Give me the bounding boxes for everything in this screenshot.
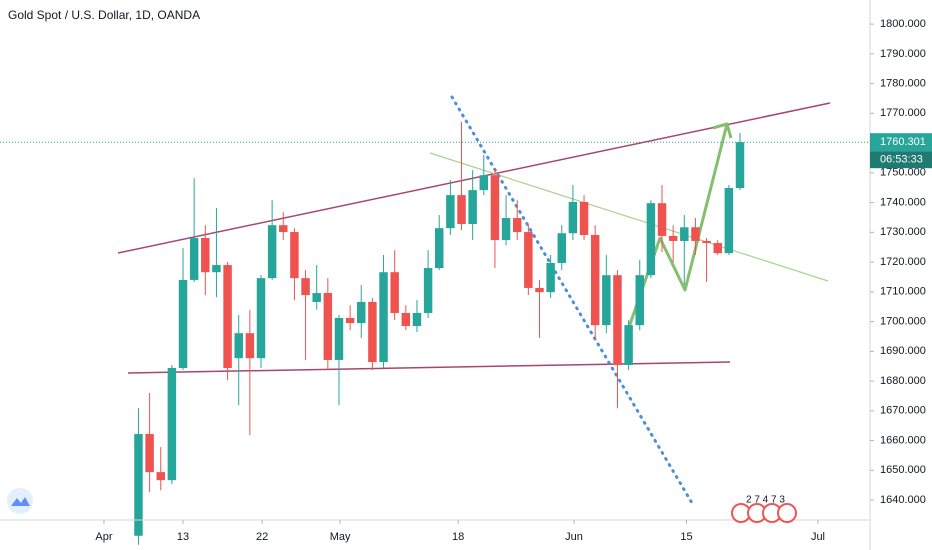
candle-body (312, 293, 321, 302)
badge: 2 7 4 7 3 (731, 495, 797, 523)
y-tick-label: 1700.000 (880, 315, 926, 327)
candle-body (535, 287, 544, 293)
countdown-box (870, 151, 932, 169)
projection-path (626, 123, 729, 331)
candle-body (145, 434, 154, 473)
candle-body (301, 278, 310, 296)
y-tick-label: 1780.000 (880, 77, 926, 89)
y-tick-label: 1790.000 (880, 48, 926, 60)
candle-body (680, 227, 689, 241)
candle-body (446, 195, 455, 229)
candle-body (334, 318, 344, 360)
projection-arrowhead (712, 122, 733, 139)
candle-body (256, 278, 266, 359)
candle-body (290, 232, 299, 279)
candle-body (468, 190, 477, 225)
candle-body (713, 243, 722, 254)
candle-body (323, 293, 333, 360)
x-tick-label: 13 (177, 531, 189, 543)
candle-body (546, 262, 555, 293)
candle-body (423, 268, 433, 313)
logo-shape (11, 497, 30, 506)
candle-body (390, 272, 399, 313)
y-tick-label: 1730.000 (880, 226, 926, 238)
candle-body (724, 188, 734, 254)
countdown-label: 06:53:33 (880, 154, 923, 166)
logo-circle (7, 488, 33, 514)
candle-body (602, 275, 611, 326)
last-price-label: 1760.301 (880, 136, 926, 148)
y-tick-label: 1680.000 (880, 375, 926, 387)
candle-body (635, 275, 644, 326)
candle-body (668, 235, 678, 241)
y-tick-label: 1740.000 (880, 196, 926, 208)
x-tick-label: Apr (95, 531, 112, 543)
x-tick-label: Jun (565, 531, 583, 543)
x-tick-label: Jul (811, 531, 825, 543)
badge-icon (777, 503, 797, 523)
candle-body (134, 434, 143, 536)
candle-body (646, 203, 656, 276)
drawings (117, 95, 831, 505)
candle-body (234, 333, 243, 359)
chart-title: Gold Spot / U.S. Dollar, 1D, OANDA (8, 8, 200, 22)
candle-body (579, 201, 589, 236)
candle-body (279, 225, 288, 233)
candle-body (267, 225, 277, 279)
candles (134, 121, 745, 545)
candle-body (735, 142, 745, 189)
candle-body (357, 301, 366, 324)
candle-body (345, 318, 355, 324)
candle-body (702, 240, 711, 244)
badge-text: 2 7 4 7 3 (746, 495, 785, 506)
candle-body (156, 472, 165, 481)
logo (7, 488, 33, 514)
candle-body (691, 227, 700, 241)
y-tick-label: 1750.000 (880, 167, 926, 179)
candle-body (590, 235, 600, 326)
y-tick-label: 1640.000 (880, 494, 926, 506)
candle-body (624, 325, 633, 366)
candle-body (501, 218, 511, 241)
candle-body (613, 275, 622, 366)
green-trend-line (429, 152, 829, 282)
y-tick-label: 1770.000 (880, 107, 926, 119)
last-price-box (870, 133, 932, 152)
candle-body (223, 265, 232, 368)
candle-body (167, 367, 177, 481)
candle-body (212, 265, 221, 273)
candle-body (189, 237, 199, 280)
candle-body (457, 195, 466, 225)
candle-body (490, 175, 500, 241)
y-tick-label: 1710.000 (880, 286, 926, 298)
candle-body (524, 232, 533, 288)
y-tick-label: 1670.000 (880, 405, 926, 417)
x-tick-label: 18 (452, 531, 464, 543)
candle-body (657, 203, 667, 236)
y-tick-label: 1660.000 (880, 434, 926, 446)
candle-body (512, 218, 522, 233)
candle-body (201, 237, 210, 273)
candle-body (412, 312, 422, 327)
y-tick-label: 1690.000 (880, 345, 926, 357)
upper-trend-line (117, 102, 831, 254)
dotted-trend-line (450, 95, 694, 505)
candle-body (379, 272, 388, 363)
candle-body (245, 333, 255, 359)
y-tick-label: 1720.000 (880, 256, 926, 268)
candle-body (178, 279, 188, 368)
y-tick-label: 1650.000 (880, 464, 926, 476)
x-tick-label: 22 (256, 531, 268, 543)
candle-body (401, 312, 411, 327)
candle-body (368, 301, 377, 363)
x-tick-label: May (330, 531, 351, 543)
y-tick-label: 1800.000 (880, 18, 926, 30)
candle-body (435, 228, 444, 269)
candle-body (479, 175, 489, 191)
x-tick-label: 15 (680, 531, 692, 543)
candle-body (557, 233, 567, 263)
candle-body (568, 201, 578, 234)
